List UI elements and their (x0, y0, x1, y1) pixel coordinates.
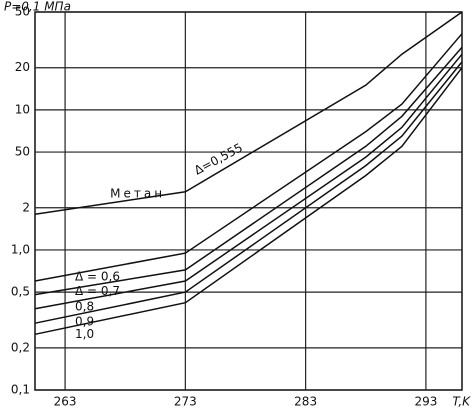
x-axis-label: T,K (452, 395, 471, 409)
series-label: Δ = 0,7 (75, 284, 120, 298)
series-line (34, 46, 463, 296)
y-tick-label: 50 (15, 5, 30, 19)
plot-frame (34, 11, 463, 391)
series-label: Δ = 0,6 (75, 270, 120, 284)
series-line (34, 61, 463, 324)
y-tick-label: 0,2 (11, 340, 30, 354)
x-tick-label: 263 (54, 395, 77, 409)
y-tick-label: 20 (15, 60, 30, 74)
y-tick-label: 10 (15, 102, 30, 116)
y-tick-label: 0,5 (11, 285, 30, 299)
series-label: 0,8 (75, 299, 94, 313)
series-line (34, 67, 463, 336)
series-line (34, 53, 463, 310)
x-tick-label: 293 (414, 395, 437, 409)
series-line (34, 33, 463, 282)
x-tick-label: 273 (174, 395, 197, 409)
series-label: 1,0 (75, 327, 94, 341)
series-line (34, 11, 463, 215)
y-tick-label: 1,0 (11, 242, 30, 256)
y-tick-label: 50 (15, 145, 30, 159)
x-tick-label: 283 (294, 395, 317, 409)
y-tick-label: 0,1 (11, 383, 30, 397)
series-label: Метан (110, 187, 165, 201)
y-axis-label: P=0,1 МПа (4, 0, 71, 14)
y-tick-label: 2 (22, 200, 30, 214)
